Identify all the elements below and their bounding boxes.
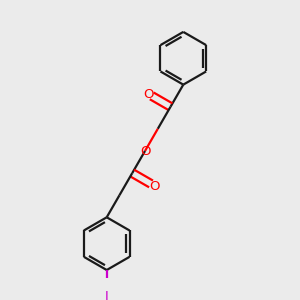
Text: I: I xyxy=(105,290,109,300)
Text: O: O xyxy=(149,180,160,193)
Text: O: O xyxy=(140,145,151,158)
Text: O: O xyxy=(144,88,154,101)
